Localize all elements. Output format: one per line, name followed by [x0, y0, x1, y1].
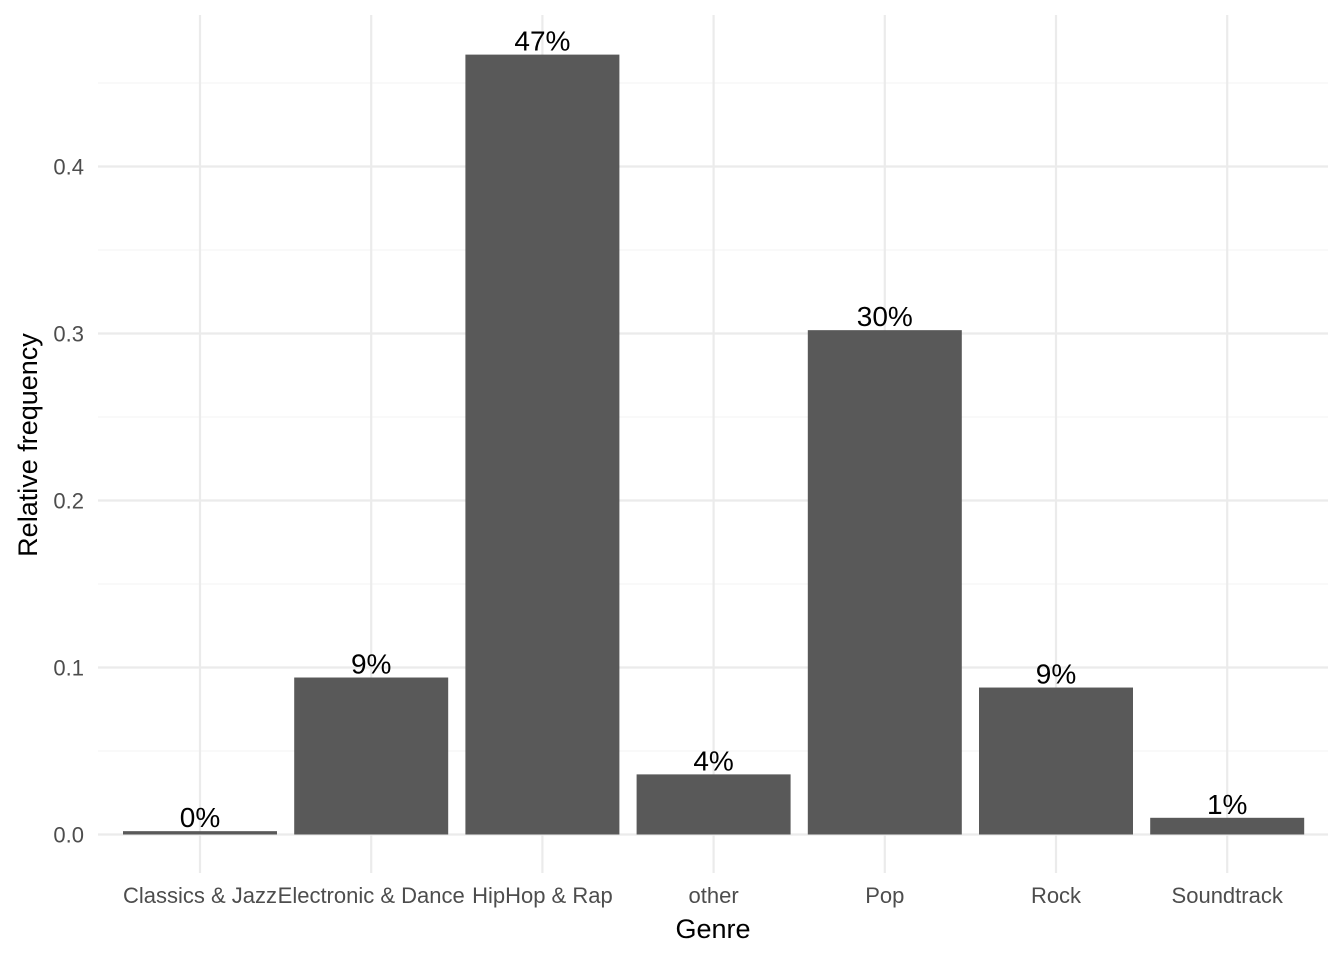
- bar-data-label: 0%: [180, 802, 220, 833]
- x-tick-label: other: [689, 883, 739, 908]
- x-axis-title: Genre: [675, 914, 750, 944]
- data-labels: 0% 9% 47% 4% 30% 9% 1%: [180, 26, 1248, 834]
- y-tick-label: 0.1: [53, 656, 84, 681]
- bar: [1150, 817, 1305, 835]
- bar: [807, 330, 962, 835]
- x-tick-label: Classics & Jazz: [123, 883, 277, 908]
- bar-data-label: 4%: [693, 745, 733, 776]
- x-axis-ticks: Classics & Jazz Electronic & Dance HipHop …: [123, 883, 1284, 908]
- y-tick-label: 0.0: [53, 823, 84, 848]
- bar: [636, 774, 791, 835]
- bar-data-label: 9%: [351, 649, 391, 680]
- y-axis-ticks: 0.0 0.1 0.2 0.3 0.4: [53, 155, 84, 848]
- bar: [465, 54, 620, 835]
- x-tick-label: HipHop & Rap: [472, 883, 613, 908]
- bars: [123, 54, 1305, 835]
- y-tick-label: 0.2: [53, 489, 84, 514]
- bar: [294, 677, 449, 835]
- x-tick-label: Soundtrack: [1172, 883, 1284, 908]
- x-tick-label: Pop: [865, 883, 904, 908]
- y-tick-label: 0.3: [53, 322, 84, 347]
- bar: [979, 687, 1133, 835]
- y-axis-title: Relative frequency: [13, 333, 43, 557]
- bar-data-label: 1%: [1207, 789, 1247, 820]
- x-tick-label: Electronic & Dance: [278, 883, 465, 908]
- bar-data-label: 30%: [857, 301, 913, 332]
- bar-data-label: 9%: [1036, 659, 1076, 690]
- major-grid: [98, 15, 1328, 873]
- x-tick-label: Rock: [1031, 883, 1082, 908]
- bar-data-label: 47%: [514, 26, 570, 57]
- y-tick-label: 0.4: [53, 155, 84, 180]
- bar: [123, 831, 277, 835]
